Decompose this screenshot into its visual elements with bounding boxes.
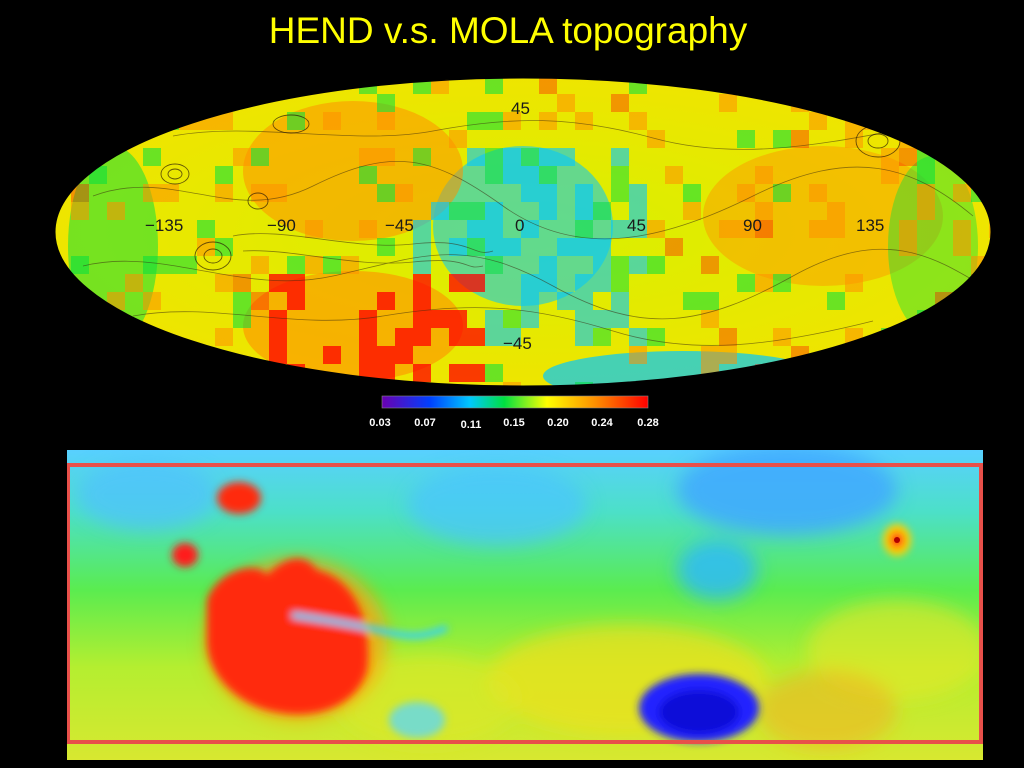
mola-topography-map <box>67 450 983 760</box>
hend-map: −135 −90 −45 0 45 90 135 45 −45 <box>54 77 992 387</box>
colorbar-tick: 0.03 <box>369 417 390 429</box>
longitude-label: −45 <box>385 216 414 235</box>
longitude-label: −135 <box>145 216 183 235</box>
colorbar-tick: 0.20 <box>547 417 568 429</box>
slide-title: HEND v.s. MOLA topography <box>268 10 748 51</box>
colorbar-tick: 0.11 <box>461 419 482 431</box>
colorbar-tick: 0.24 <box>591 417 613 429</box>
latitude-label: −45 <box>503 334 532 353</box>
mola-frame <box>67 463 983 744</box>
colorbar-tick: 0.28 <box>637 417 658 429</box>
longitude-label: 90 <box>743 216 762 235</box>
colorbar-gradient <box>381 395 649 409</box>
longitude-label: −90 <box>267 216 296 235</box>
longitude-label: 135 <box>856 216 884 235</box>
latitude-label: 45 <box>511 99 530 118</box>
hend-colorbar: 0.03 0.07 0.11 0.15 0.20 0.24 0.28 <box>369 395 659 431</box>
colorbar-tick: 0.15 <box>503 417 524 429</box>
longitude-label: 0 <box>515 216 524 235</box>
longitude-label: 45 <box>627 216 646 235</box>
colorbar-tick: 0.07 <box>414 417 435 429</box>
